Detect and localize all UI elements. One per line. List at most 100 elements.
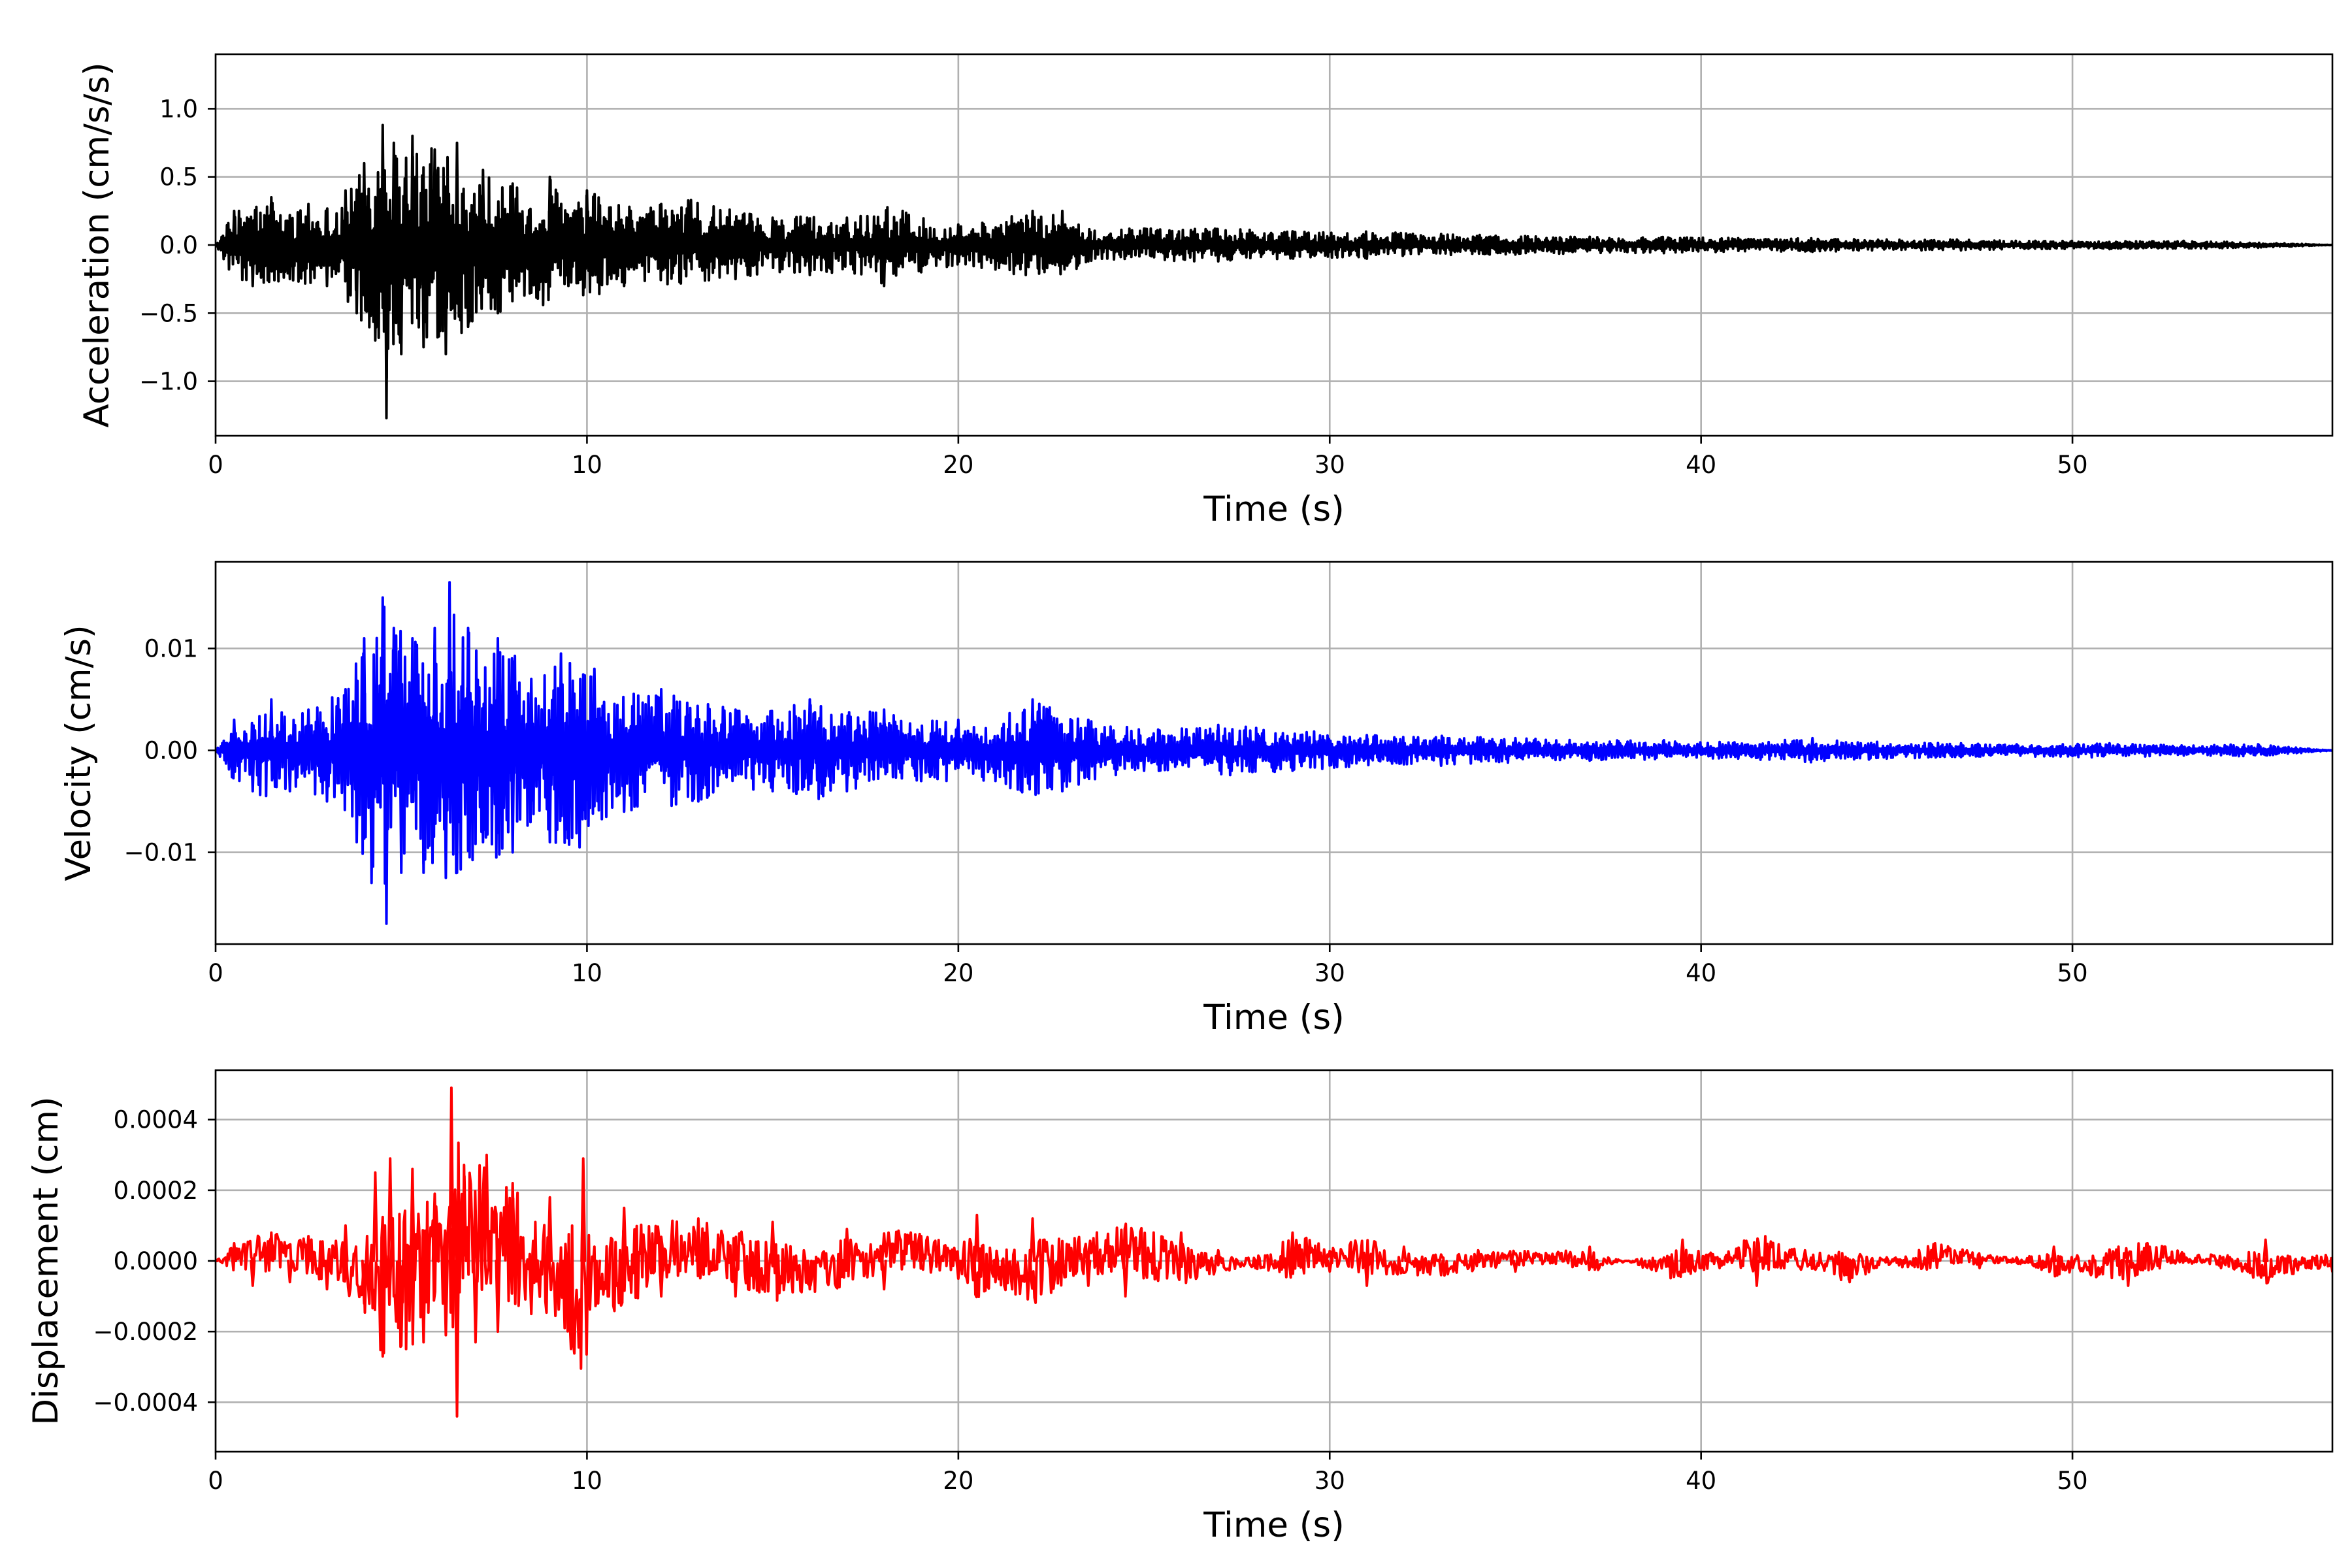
acceleration-data-point (2255, 244, 2261, 250)
acceleration-data-point (231, 209, 237, 246)
velocity-data-point (993, 749, 998, 783)
displacement-panel: 0 10 20 30 40 50 −0.0004 −0.0002 0.0000 0.0002 0.0… (26, 1069, 2334, 1545)
velocity-data-point (410, 637, 415, 752)
acceleration-data-point (1512, 244, 1518, 256)
displacement-data-point (1289, 1231, 1296, 1262)
velocity-data-point (287, 749, 293, 792)
velocity-data-point (956, 718, 961, 752)
acceleration-data-point (269, 196, 274, 246)
velocity-data-point (592, 667, 597, 752)
acceleration-data-point (1884, 238, 1889, 246)
acceleration-y-axis-label: Acceleration (cm/s/s) (77, 62, 117, 427)
displacement-data-point (1846, 1260, 1853, 1284)
acceleration-data-point (1086, 244, 1091, 263)
velocity-x-tick-label: 20 (943, 959, 973, 987)
acceleration-data-point (466, 244, 471, 329)
displacement-y-tick-label: 0.0004 (114, 1106, 198, 1134)
acceleration-data-point (1030, 209, 1036, 246)
acceleration-data-point (343, 189, 348, 246)
velocity-data-point (1216, 723, 1221, 752)
displacement-data-point (528, 1260, 534, 1316)
velocity-trace-group (216, 581, 2332, 925)
acceleration-x-tick-label: 30 (1315, 451, 1345, 479)
velocity-data-point (2255, 743, 2261, 752)
acceleration-x-tick-label: 40 (1686, 451, 1716, 479)
displacement-x-tick-label: 0 (208, 1467, 223, 1495)
acceleration-data-point (2181, 239, 2187, 246)
acceleration-data-point (306, 203, 311, 246)
acceleration-data-point (399, 244, 404, 355)
velocity-data-point (1587, 749, 1592, 762)
displacement-data-point (250, 1260, 256, 1287)
acceleration-data-point (1810, 244, 1815, 253)
displacement-y-tick-label: 0.0000 (114, 1247, 198, 1275)
velocity-y-tick-label: 0.00 (144, 737, 198, 765)
displacement-data-point (806, 1260, 813, 1291)
velocity-data-point (1290, 749, 1296, 772)
velocity-data-point (1364, 734, 1369, 752)
displacement-data-point (1976, 1260, 1983, 1269)
acceleration-x-tick-label: 0 (208, 451, 223, 479)
velocity-data-point (454, 749, 460, 874)
displacement-data-point (1932, 1242, 1938, 1262)
displacement-data-point (1438, 1260, 1445, 1277)
acceleration-data-point (380, 123, 385, 246)
velocity-data-point (1060, 749, 1065, 792)
displacement-data-point (409, 1168, 416, 1262)
velocity-x-tick-label: 0 (208, 959, 223, 987)
velocity-data-point (391, 627, 397, 752)
acceleration-data-point (432, 148, 437, 246)
displacement-data-point (2181, 1252, 2187, 1262)
velocity-y-tick-label: 0.01 (144, 635, 198, 663)
velocity-data-point (770, 749, 776, 792)
velocity-data-point (343, 688, 348, 752)
acceleration-panel: 0 10 20 30 40 50 −1.0 −0.5 0.0 0.5 1.0 Time (s) Acce… (77, 53, 2334, 529)
velocity-data-point (547, 749, 553, 843)
displacement-y-tick-label: −0.0004 (93, 1388, 198, 1416)
velocity-data-point (354, 749, 359, 843)
velocity-plot-frame (214, 561, 2334, 945)
displacement-data-point (1802, 1249, 1808, 1262)
velocity-data-point (919, 749, 924, 783)
acceleration-data-point (1141, 227, 1147, 246)
displacement-data-point (268, 1231, 274, 1262)
acceleration-data-point (1736, 237, 1741, 246)
velocity-data-point (510, 749, 515, 854)
displacement-data-point (453, 1260, 460, 1418)
acceleration-y-tick-label: 0.0 (159, 231, 198, 259)
velocity-data-point (480, 749, 485, 843)
displacement-data-point (1754, 1260, 1760, 1287)
displacement-data-point (732, 1260, 739, 1298)
displacement-data-point (1048, 1260, 1054, 1294)
velocity-data-point (495, 637, 500, 752)
displacement-data-point (973, 1213, 980, 1262)
acceleration-data-point (1439, 233, 1444, 246)
velocity-data-point (399, 749, 404, 874)
velocity-data-point (1810, 736, 1815, 752)
displacement-x-tick-label: 10 (572, 1467, 602, 1495)
acceleration-data-point (1661, 244, 1667, 255)
displacement-data-point (2051, 1245, 2057, 1262)
acceleration-data-point (529, 244, 534, 294)
displacement-data-point (387, 1157, 393, 1262)
velocity-panel: 0 10 20 30 40 50 −0.01 0.00 0.01 Time (s) Velocity… (59, 561, 2334, 1037)
displacement-data-point (361, 1260, 367, 1305)
displacement-x-tick-label: 30 (1315, 1467, 1345, 1495)
acceleration-data-point (733, 244, 738, 281)
acceleration-data-point (1060, 209, 1065, 246)
displacement-data-point (2217, 1260, 2224, 1269)
acceleration-data-point (361, 161, 367, 246)
velocity-data-point (250, 749, 255, 792)
displacement-data-point (2014, 1256, 2020, 1262)
displacement-data-point (1122, 1260, 1129, 1298)
displacement-y-axis-label: Displacement (cm) (26, 1096, 66, 1425)
displacement-data-point (442, 1260, 449, 1337)
acceleration-data-point (421, 244, 426, 349)
velocity-data-point (529, 678, 534, 752)
velocity-data-point (361, 637, 367, 752)
velocity-data-point (369, 749, 374, 885)
displacement-data-point (448, 1086, 455, 1262)
displacement-data-point (1215, 1249, 1222, 1262)
acceleration-y-tick-label: 0.5 (159, 163, 198, 191)
acceleration-x-tick-label: 50 (2057, 451, 2088, 479)
